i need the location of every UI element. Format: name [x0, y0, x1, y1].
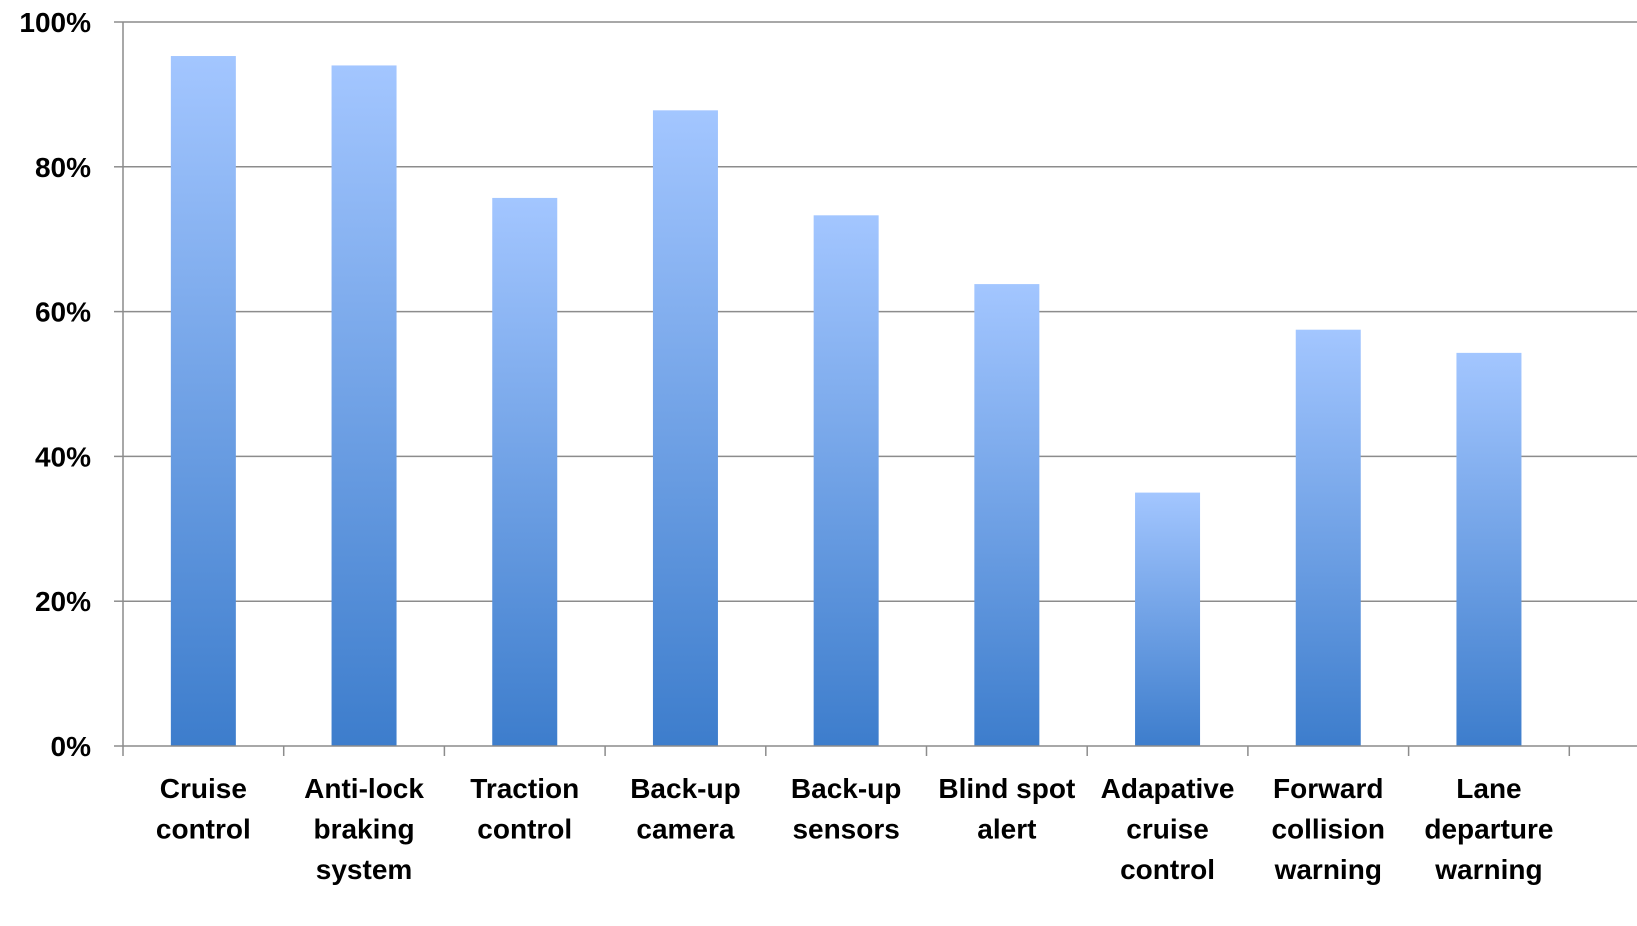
- y-tick-label: 100%: [19, 7, 91, 38]
- axes: [114, 21, 1637, 756]
- bar: [974, 284, 1040, 746]
- x-tick-label: Back-up camera: [630, 773, 740, 845]
- bar: [1456, 352, 1522, 746]
- bar: [170, 56, 236, 746]
- x-tick-label: Anti-lock braking system: [304, 773, 424, 885]
- bar: [492, 197, 558, 746]
- bar: [331, 65, 397, 746]
- x-tick-label: Traction control: [470, 773, 579, 845]
- x-tick-label: Forward collision warning: [1271, 773, 1385, 885]
- y-tick-label: 20%: [35, 586, 91, 617]
- bar: [813, 215, 879, 747]
- x-tick-label: Cruise control: [156, 773, 251, 845]
- y-tick-label: 40%: [35, 441, 91, 472]
- x-tick-label: Adapative cruise control: [1101, 773, 1235, 885]
- bars: [170, 56, 1522, 747]
- x-tick-label: Blind spot alert: [938, 773, 1075, 845]
- y-tick-label: 0%: [51, 731, 92, 762]
- x-tick-label: Lane departure warning: [1424, 773, 1553, 885]
- labels: 0% 20% 40% 60% 80% 100% Cruise control Anti-lock…: [19, 7, 1553, 885]
- bar: [652, 110, 718, 746]
- bar: [1295, 329, 1361, 746]
- y-tick-label: 60%: [35, 297, 91, 328]
- y-tick-label: 80%: [35, 152, 91, 183]
- x-tick-label: Back-up sensors: [791, 773, 901, 845]
- bar: [1135, 492, 1201, 746]
